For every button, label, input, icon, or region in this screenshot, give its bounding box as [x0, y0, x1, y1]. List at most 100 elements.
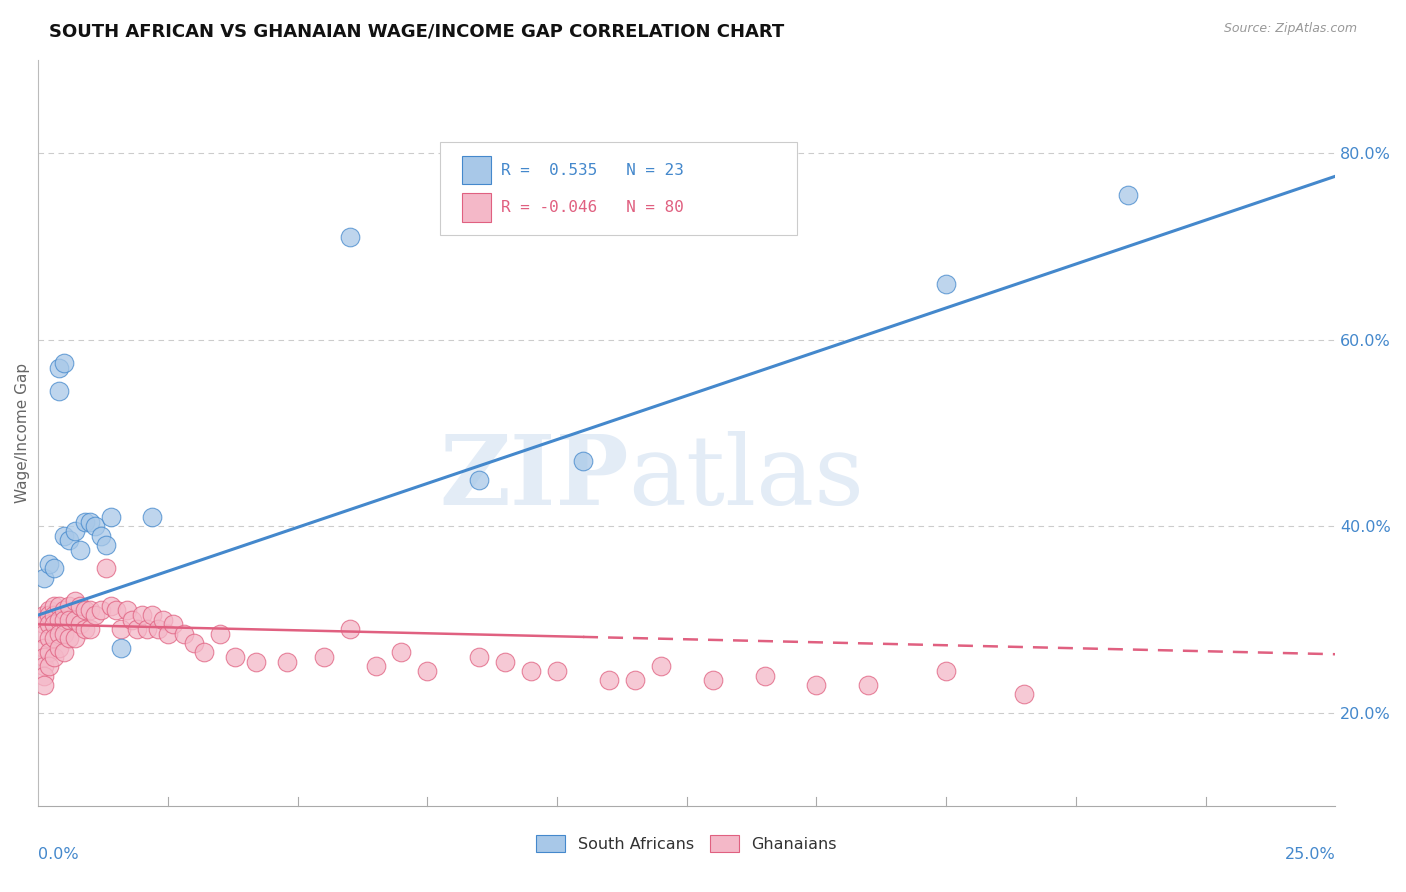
- Point: [63, 632, 86, 646]
- Point: [38, 617, 60, 632]
- Point: [53, 626, 76, 640]
- Y-axis label: Wage/Income Gap: Wage/Income Gap: [15, 363, 30, 503]
- Point: [416, 664, 439, 678]
- Point: [312, 650, 335, 665]
- Point: [276, 655, 298, 669]
- Point: [48, 599, 70, 613]
- Text: atlas: atlas: [628, 431, 865, 524]
- Point: [572, 454, 595, 468]
- Point: [339, 622, 361, 636]
- Point: [141, 510, 163, 524]
- Point: [38, 557, 60, 571]
- Text: 25.0%: 25.0%: [1285, 847, 1336, 863]
- Point: [58, 533, 80, 548]
- Point: [121, 613, 143, 627]
- Point: [146, 622, 169, 636]
- Text: R = -0.046   N = 80: R = -0.046 N = 80: [502, 200, 685, 215]
- Point: [38, 603, 60, 617]
- Point: [73, 622, 96, 636]
- Point: [32, 640, 55, 655]
- Point: [32, 678, 55, 692]
- Point: [105, 603, 128, 617]
- Point: [125, 622, 148, 636]
- Point: [42, 617, 65, 632]
- Point: [162, 617, 184, 632]
- Point: [520, 664, 543, 678]
- Point: [32, 659, 55, 673]
- Point: [32, 650, 55, 665]
- Point: [152, 613, 174, 627]
- Point: [53, 645, 76, 659]
- Point: [1116, 188, 1139, 202]
- Point: [935, 664, 957, 678]
- FancyBboxPatch shape: [440, 142, 797, 235]
- Point: [32, 669, 55, 683]
- Point: [468, 473, 491, 487]
- Point: [935, 277, 957, 291]
- Point: [364, 659, 387, 673]
- Point: [494, 655, 516, 669]
- Point: [32, 617, 55, 632]
- Point: [63, 524, 86, 538]
- Point: [115, 603, 138, 617]
- Point: [157, 626, 180, 640]
- Point: [110, 622, 132, 636]
- Text: Source: ZipAtlas.com: Source: ZipAtlas.com: [1223, 22, 1357, 36]
- Point: [702, 673, 724, 688]
- Text: ZIP: ZIP: [439, 431, 628, 524]
- Point: [79, 603, 101, 617]
- Point: [48, 384, 70, 398]
- Point: [42, 607, 65, 622]
- Point: [42, 650, 65, 665]
- Point: [48, 640, 70, 655]
- Point: [69, 599, 91, 613]
- Point: [79, 622, 101, 636]
- Legend: South Africans, Ghanaians: South Africans, Ghanaians: [530, 829, 844, 858]
- Point: [32, 571, 55, 585]
- Point: [58, 599, 80, 613]
- Point: [94, 538, 117, 552]
- Point: [245, 655, 267, 669]
- Point: [110, 640, 132, 655]
- Point: [38, 659, 60, 673]
- Point: [48, 360, 70, 375]
- Point: [42, 599, 65, 613]
- Point: [38, 645, 60, 659]
- Point: [90, 529, 112, 543]
- Point: [1012, 687, 1035, 701]
- Point: [183, 636, 205, 650]
- Point: [48, 626, 70, 640]
- Point: [858, 678, 880, 692]
- Point: [53, 529, 76, 543]
- Point: [38, 607, 60, 622]
- Point: [598, 673, 620, 688]
- Text: R =  0.535   N = 23: R = 0.535 N = 23: [502, 162, 685, 178]
- Point: [650, 659, 672, 673]
- Point: [136, 622, 159, 636]
- Point: [79, 515, 101, 529]
- Point: [173, 626, 195, 640]
- Point: [141, 607, 163, 622]
- Point: [193, 645, 215, 659]
- Point: [63, 613, 86, 627]
- Point: [58, 613, 80, 627]
- Point: [339, 230, 361, 244]
- Point: [58, 632, 80, 646]
- Point: [131, 607, 153, 622]
- Point: [48, 613, 70, 627]
- Point: [546, 664, 568, 678]
- Point: [391, 645, 413, 659]
- Point: [63, 594, 86, 608]
- Point: [53, 613, 76, 627]
- Point: [42, 561, 65, 575]
- Point: [69, 617, 91, 632]
- Point: [208, 626, 231, 640]
- Point: [90, 603, 112, 617]
- Text: SOUTH AFRICAN VS GHANAIAN WAGE/INCOME GAP CORRELATION CHART: SOUTH AFRICAN VS GHANAIAN WAGE/INCOME GA…: [49, 22, 785, 40]
- Point: [69, 542, 91, 557]
- Point: [53, 356, 76, 370]
- Point: [73, 603, 96, 617]
- Point: [32, 607, 55, 622]
- Point: [100, 599, 122, 613]
- FancyBboxPatch shape: [463, 194, 491, 221]
